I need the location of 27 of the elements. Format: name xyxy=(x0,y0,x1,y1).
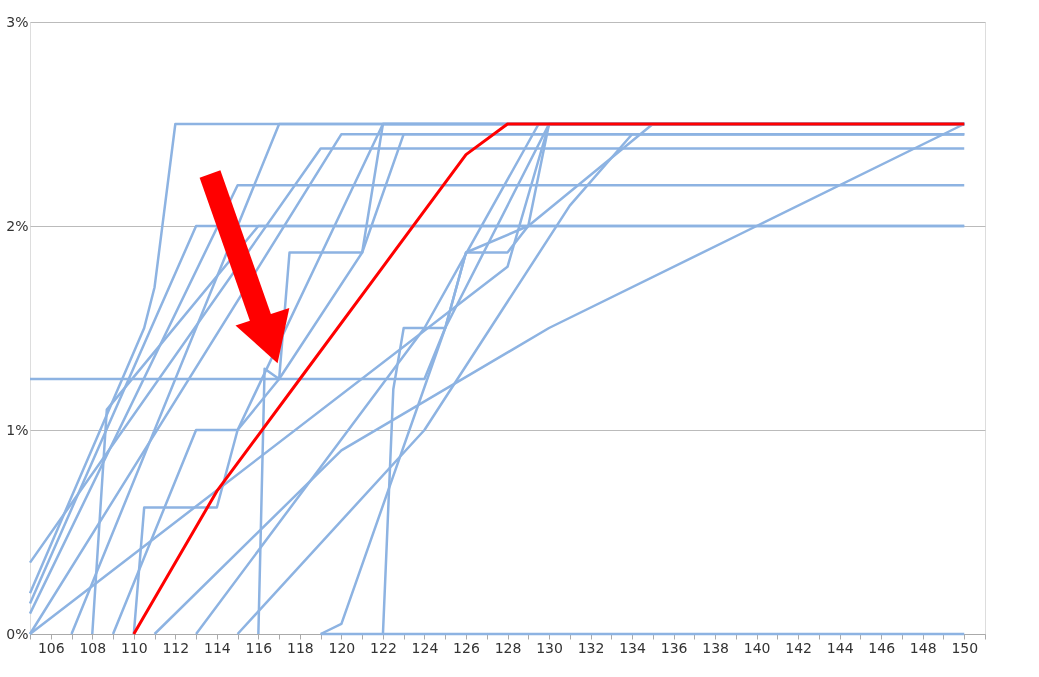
x-tick-label: 108 xyxy=(79,639,107,656)
x-tick-label: 150 xyxy=(951,639,979,656)
x-tick-label: 114 xyxy=(203,639,231,656)
x-tick-label: 130 xyxy=(536,639,563,656)
x-tick-label: 118 xyxy=(287,639,314,656)
x-tick-label: 144 xyxy=(826,639,854,656)
x-tick-label: 116 xyxy=(245,639,273,656)
y-tick-label: 2% xyxy=(6,217,29,234)
x-tick-label: 132 xyxy=(577,639,605,656)
x-tick-label: 128 xyxy=(494,639,522,656)
x-tick-label: 134 xyxy=(619,639,647,656)
x-tick-label: 120 xyxy=(328,639,356,656)
y-tick-label: 3% xyxy=(6,13,29,30)
y-tick-label: 0% xyxy=(6,625,29,642)
x-tick-label: 110 xyxy=(120,639,148,656)
x-tick-label: 146 xyxy=(868,639,896,656)
y-tick-label: 1% xyxy=(6,421,29,438)
x-tick-label: 124 xyxy=(411,639,439,656)
x-tick-label: 142 xyxy=(785,639,813,656)
x-tick-label: 112 xyxy=(162,639,190,656)
x-tick-label: 106 xyxy=(37,639,65,656)
x-tick-label: 148 xyxy=(909,639,937,656)
x-tick-label: 126 xyxy=(453,639,480,656)
x-tick-label: 136 xyxy=(660,639,688,656)
x-tick-label: 122 xyxy=(370,639,397,656)
x-tick-label: 140 xyxy=(743,639,771,656)
x-tick-label: 138 xyxy=(702,639,729,656)
